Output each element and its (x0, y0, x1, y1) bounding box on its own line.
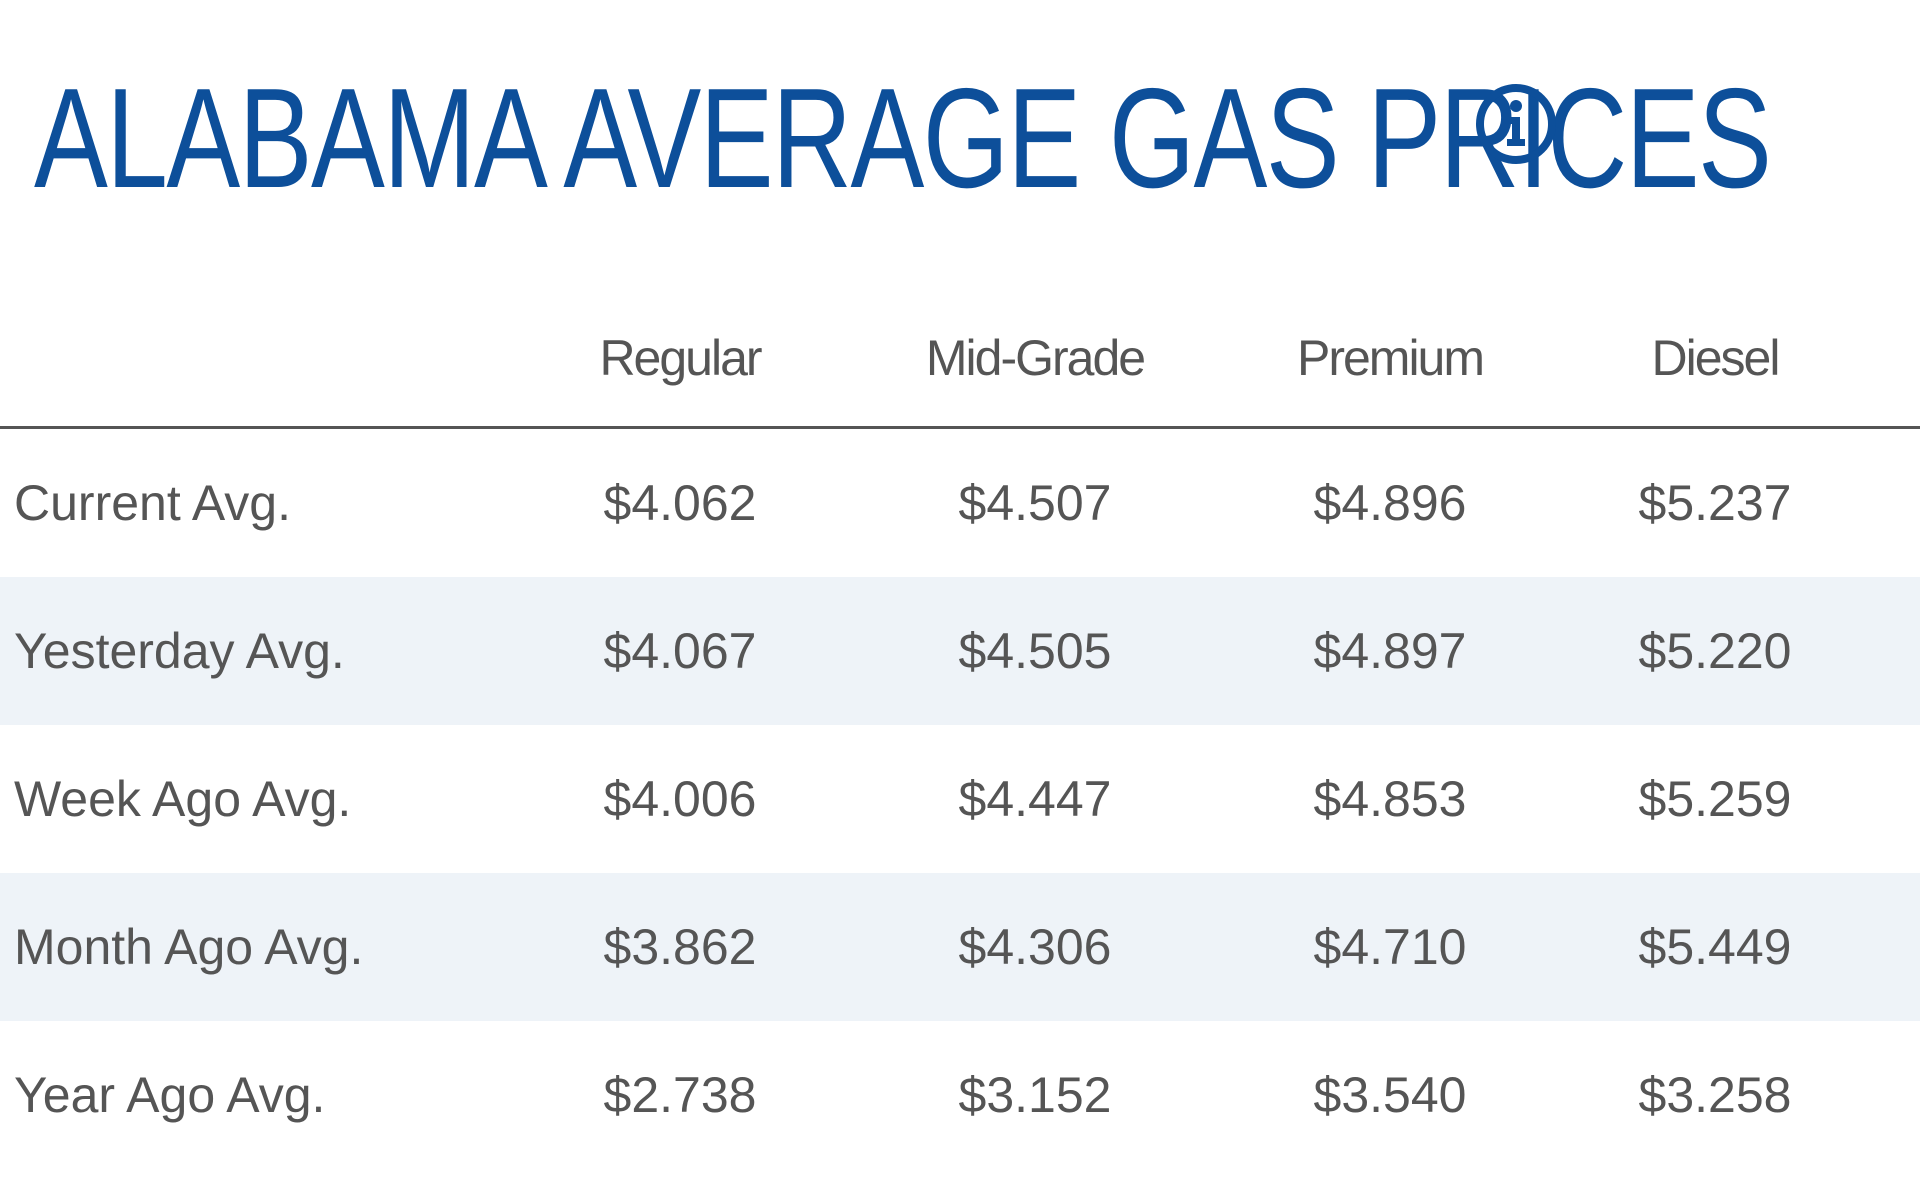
table-row-year-ago: Year Ago Avg. $2.738 $3.152 $3.540 $3.25… (0, 1021, 1920, 1169)
premium-price: $4.896 (1313, 475, 1467, 531)
diesel-price: $5.220 (1510, 577, 1920, 725)
header-premium: Premium (1270, 290, 1510, 429)
header-blank (0, 290, 560, 429)
table-header-row: Regular Mid-Grade Premium Diesel (0, 290, 1920, 429)
row-label: Current Avg. (14, 475, 292, 531)
header-mid-grade: Mid-Grade (800, 290, 1270, 429)
premium-price: $4.897 (1270, 577, 1510, 725)
premium-price: $4.710 (1270, 873, 1510, 1021)
mid-grade-price: $4.505 (800, 577, 1270, 725)
diesel-price: $5.237 (1638, 475, 1792, 531)
gas-prices-table-container: Regular Mid-Grade Premium Diesel Current… (0, 290, 1920, 1169)
regular-price: $4.067 (560, 577, 800, 725)
mid-grade-price: $4.306 (800, 873, 1270, 1021)
regular-price: $3.862 (560, 873, 800, 1021)
info-circle-icon[interactable] (1474, 82, 1558, 166)
title-row: ALABAMA AVERAGE GAS PRICES (34, 68, 1920, 210)
premium-price: $3.540 (1313, 1067, 1467, 1123)
table-row-month-ago: Month Ago Avg. $3.862 $4.306 $4.710 $5.4… (0, 873, 1920, 1021)
header-regular: Regular (560, 290, 800, 429)
row-label: Yesterday Avg. (0, 577, 560, 725)
premium-price: $4.853 (1313, 771, 1467, 827)
regular-price: $4.006 (603, 771, 757, 827)
mid-grade-price: $3.152 (958, 1067, 1112, 1123)
diesel-price: $3.258 (1638, 1067, 1792, 1123)
table-row-current: Current Avg. $4.062 $4.507 $4.896 $5.237 (0, 428, 1920, 578)
diesel-price: $5.449 (1510, 873, 1920, 1021)
gas-prices-table: Regular Mid-Grade Premium Diesel Current… (0, 290, 1920, 1169)
regular-price: $4.062 (603, 475, 757, 531)
table-row-yesterday: Yesterday Avg. $4.067 $4.505 $4.897 $5.2… (0, 577, 1920, 725)
regular-price: $2.738 (603, 1067, 757, 1123)
table-row-week-ago: Week Ago Avg. $4.006 $4.447 $4.853 $5.25… (0, 725, 1920, 873)
mid-grade-price: $4.507 (958, 475, 1112, 531)
mid-grade-price: $4.447 (958, 771, 1112, 827)
row-label: Week Ago Avg. (14, 771, 352, 827)
row-label: Year Ago Avg. (14, 1067, 326, 1123)
row-label: Month Ago Avg. (0, 873, 560, 1021)
header-diesel: Diesel (1510, 290, 1920, 429)
diesel-price: $5.259 (1638, 771, 1792, 827)
